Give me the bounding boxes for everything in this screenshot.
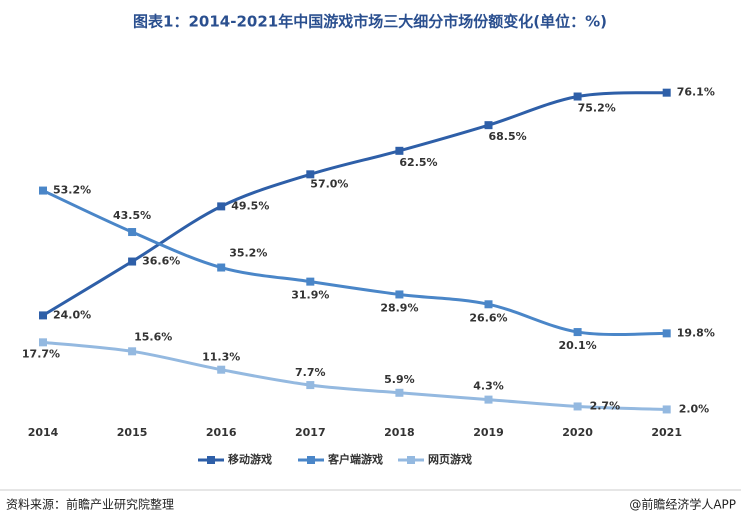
x-tick-label: 2020	[562, 426, 593, 439]
series-line	[42, 340, 667, 411]
marker	[217, 202, 226, 211]
x-tick-label: 2018	[384, 426, 415, 439]
credit: @前瞻经济学人APP	[629, 497, 736, 512]
x-tick-label: 2014	[28, 426, 59, 439]
chart-title: 图表1：2014-2021年中国游戏市场三大细分市场份额变化(单位：%)	[133, 13, 607, 31]
marker	[128, 347, 137, 356]
data-label: 5.9%	[384, 373, 415, 386]
marker	[39, 338, 47, 347]
series-line	[42, 189, 667, 337]
x-tick-label: 2019	[473, 426, 504, 439]
marker	[662, 88, 671, 97]
data-label: 11.3%	[202, 351, 240, 364]
data-label: 4.3%	[473, 380, 504, 393]
marker	[306, 277, 315, 286]
data-label: 35.2%	[229, 247, 267, 260]
marker	[217, 263, 226, 272]
legend-label: 移动游戏	[228, 452, 272, 466]
marker	[573, 402, 582, 411]
marker	[573, 328, 582, 337]
data-label: 28.9%	[380, 301, 418, 314]
data-label: 53.2%	[53, 184, 91, 197]
data-label: 15.6%	[134, 330, 172, 343]
marker	[484, 121, 493, 130]
marker	[573, 92, 582, 101]
legend-label: 网页游戏	[428, 452, 472, 466]
data-label: 31.9%	[291, 289, 329, 302]
x-tick-label: 2021	[651, 426, 682, 439]
data-label: 26.6%	[469, 311, 507, 324]
marker	[306, 381, 315, 390]
data-label: 75.2%	[578, 102, 616, 115]
data-label: 2.7%	[590, 399, 621, 412]
data-label: 49.5%	[231, 199, 269, 212]
marker	[484, 395, 493, 404]
x-tick-label: 2015	[117, 426, 148, 439]
data-label: 19.8%	[677, 326, 715, 339]
data-label: 36.6%	[142, 255, 180, 268]
marker	[128, 228, 137, 237]
marker	[662, 329, 671, 338]
marker	[39, 311, 47, 320]
marker	[484, 300, 493, 309]
legend-marker	[207, 456, 215, 464]
data-label: 17.7%	[22, 347, 60, 360]
marker	[128, 257, 137, 266]
data-label: 57.0%	[310, 177, 348, 190]
marker	[39, 186, 47, 195]
series-line	[42, 91, 667, 317]
data-label: 76.1%	[677, 86, 715, 99]
data-label: 68.5%	[489, 130, 527, 143]
marker	[395, 290, 404, 299]
data-label: 62.5%	[399, 156, 437, 169]
source: 资料来源：前瞻产业研究院整理	[6, 497, 174, 512]
legend-label: 客户端游戏	[327, 452, 383, 466]
data-label: 2.0%	[679, 402, 710, 415]
x-tick-label: 2017	[295, 426, 326, 439]
data-label: 7.7%	[295, 366, 326, 379]
data-label: 43.5%	[113, 209, 151, 222]
marker	[395, 388, 404, 397]
legend-marker	[407, 456, 415, 464]
data-label: 20.1%	[559, 339, 597, 352]
data-label: 24.0%	[53, 308, 91, 321]
marker	[217, 365, 226, 374]
legend-marker	[307, 456, 315, 464]
marker	[662, 405, 671, 414]
marker	[395, 146, 404, 155]
marker	[306, 170, 315, 179]
x-tick-label: 2016	[206, 426, 237, 439]
